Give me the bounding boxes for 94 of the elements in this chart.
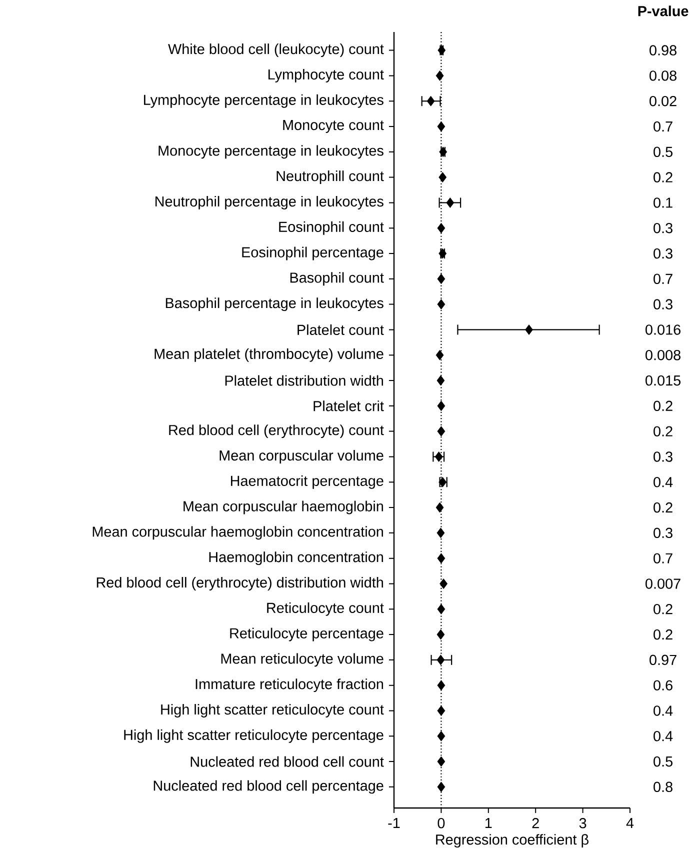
text: 0.2 <box>654 172 672 182</box>
y-tick-label: Mean reticulocyte volume <box>221 653 384 667</box>
y-tick-label: Mean platelet (thrombocyte) volume <box>154 348 384 362</box>
point <box>438 172 447 182</box>
point <box>436 528 445 538</box>
y-tick-label: Platelet count <box>298 324 384 336</box>
text: 0.3 <box>654 452 672 462</box>
point <box>440 578 448 589</box>
text: 0.2 <box>654 426 672 436</box>
text: 0.4 <box>654 731 673 742</box>
text: 0.4 <box>654 706 673 716</box>
text: 0.007 <box>646 578 680 589</box>
text: 0.3 <box>654 299 672 310</box>
y-tick-label: Platelet crit <box>314 400 384 412</box>
y-tick-label: Basophil count <box>290 272 384 286</box>
text: 0.1 <box>654 198 672 208</box>
text: P-value <box>638 6 688 16</box>
text: 0.7 <box>654 553 672 564</box>
y-tick-label: High light scatter reticulocyte percentage <box>124 729 384 743</box>
point <box>436 70 444 81</box>
y-tick-label: Neutrophill count <box>276 170 384 184</box>
point <box>437 299 446 310</box>
y-tick-label: Eosinophil count <box>279 221 384 235</box>
point <box>437 706 446 716</box>
text: 0.7 <box>654 121 672 132</box>
text: 0.7 <box>654 274 672 284</box>
x-tick-label: 4 <box>626 818 634 828</box>
text: 0.5 <box>654 146 672 158</box>
text: 0.8 <box>654 782 672 792</box>
text: 0.016 <box>646 324 680 335</box>
y-tick-label: Platelet distribution width <box>225 375 384 386</box>
y-tick-label: Lymphocyte count <box>268 68 384 82</box>
text: 0.4 <box>654 476 673 488</box>
y-tick-label: Monocyte percentage in leukocytes <box>158 145 384 159</box>
text: 0.3 <box>654 528 672 538</box>
text: 0.02 <box>650 96 676 106</box>
y-tick-label: Reticulocyte count <box>267 602 384 616</box>
y-tick-label: Nucleated red blood cell percentage <box>154 780 384 794</box>
x-tick-label: 0 <box>438 818 445 828</box>
x-tick-label: 1 <box>485 818 492 828</box>
point <box>436 629 445 640</box>
point <box>436 502 444 513</box>
text: 0.2 <box>654 400 672 412</box>
y-tick-label: Neutrophil percentage in leukocytes <box>156 196 384 210</box>
text: 0.2 <box>654 502 672 513</box>
text: 0.3 <box>654 248 672 259</box>
point <box>437 400 446 412</box>
point <box>438 45 446 56</box>
y-tick-label: Lymphocyte percentage in leukocytes <box>144 94 384 108</box>
point <box>437 222 446 234</box>
text: 0.2 <box>654 629 672 640</box>
y-tick-label: Mean corpuscular haemoglobin <box>184 500 383 514</box>
point <box>437 730 446 742</box>
point <box>437 756 446 767</box>
x-tick-label: 3 <box>579 818 586 828</box>
y-tick-label: Haematocrit percentage <box>230 475 384 489</box>
text: 0.3 <box>654 222 672 234</box>
y-tick-label: Basophil percentage in leukocytes <box>166 298 384 312</box>
x-tick-label: 2 <box>532 818 539 828</box>
point <box>436 654 445 666</box>
x-axis-title: Regression coefficient β <box>436 834 588 848</box>
point <box>437 121 446 132</box>
text: 0.2 <box>654 604 672 614</box>
point <box>437 782 446 792</box>
point <box>437 680 446 691</box>
point <box>437 426 446 437</box>
point <box>437 604 446 614</box>
point <box>436 375 445 386</box>
text: 0.008 <box>646 350 680 360</box>
y-tick-label: Red blood cell (erythrocyte) count <box>169 424 384 438</box>
point <box>437 274 446 284</box>
text: 0.6 <box>654 680 672 690</box>
y-tick-label: Immature reticulocyte fraction <box>196 678 384 692</box>
point <box>437 553 446 564</box>
y-tick-label: Red blood cell (erythrocyte) distribution width <box>96 576 383 590</box>
y-tick-label: White blood cell (leukocyte) count <box>168 44 384 58</box>
y-tick-label: Eosinophil percentage <box>242 246 384 260</box>
text: 0.98 <box>650 45 676 56</box>
y-tick-label: Nucleated red blood cell count <box>190 756 384 767</box>
y-tick-label: Monocyte count <box>283 120 384 133</box>
y-tick-label: Mean corpuscular volume <box>220 450 384 464</box>
y-tick-label: Haemoglobin concentration <box>209 552 383 566</box>
text: 0.015 <box>646 375 681 386</box>
point <box>426 96 435 106</box>
y-tick-label: High light scatter reticulocyte count <box>161 704 384 718</box>
x-tick-label: -1 <box>388 818 400 828</box>
point <box>446 198 454 208</box>
y-tick-label: Reticulocyte percentage <box>230 628 384 642</box>
y-tick-label: Mean corpuscular haemoglobin concentration <box>92 526 383 540</box>
text: 0.08 <box>650 70 676 81</box>
text: 0.5 <box>654 756 672 767</box>
text: 0.97 <box>650 654 676 666</box>
point <box>436 350 444 360</box>
point <box>525 324 533 335</box>
